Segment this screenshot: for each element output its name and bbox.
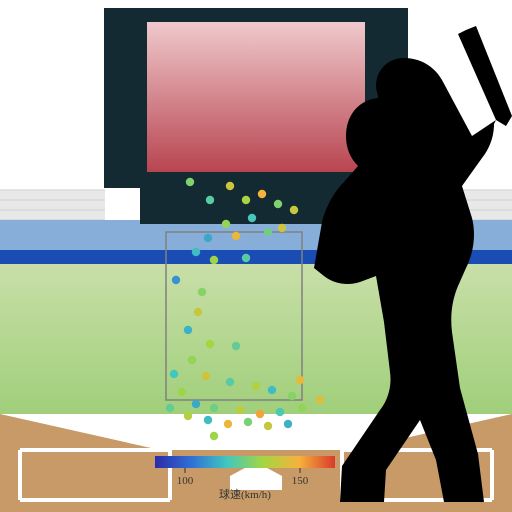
- pitch-marker: [298, 404, 306, 412]
- pitch-marker: [258, 190, 266, 198]
- pitch-marker: [198, 288, 206, 296]
- pitch-marker: [188, 356, 196, 364]
- pitch-marker: [296, 376, 304, 384]
- pitch-chart: 100 150 球速(km/h): [0, 0, 512, 512]
- pitch-marker: [274, 200, 282, 208]
- pitch-marker: [194, 308, 202, 316]
- pitch-marker: [226, 182, 234, 190]
- pitch-marker: [224, 420, 232, 428]
- pitch-marker: [210, 404, 218, 412]
- pitch-marker: [222, 220, 230, 228]
- pitch-marker: [166, 404, 174, 412]
- pitch-marker: [232, 232, 240, 240]
- pitch-marker: [264, 422, 272, 430]
- pitch-marker: [288, 392, 296, 400]
- pitch-marker: [170, 370, 178, 378]
- pitch-marker: [204, 234, 212, 242]
- pitch-marker: [206, 196, 214, 204]
- pitch-marker: [236, 406, 244, 414]
- pitch-marker: [248, 214, 256, 222]
- pitch-marker: [178, 388, 186, 396]
- pitch-marker: [204, 416, 212, 424]
- pitch-marker: [278, 224, 286, 232]
- pitch-marker: [290, 206, 298, 214]
- pitch-marker: [232, 342, 240, 350]
- pitch-marker: [252, 382, 260, 390]
- legend-tick: 150: [292, 475, 309, 487]
- pitch-marker: [192, 400, 200, 408]
- pitch-marker: [226, 378, 234, 386]
- pitch-marker: [202, 372, 210, 380]
- pitch-marker: [276, 408, 284, 416]
- pitch-marker: [210, 256, 218, 264]
- pitch-marker: [184, 412, 192, 420]
- pitch-marker: [242, 254, 250, 262]
- pitch-marker: [184, 326, 192, 334]
- legend-label: 球速(km/h): [219, 487, 271, 501]
- scoreboard-screen: [147, 22, 365, 172]
- pitch-marker: [264, 228, 272, 236]
- pitch-marker: [192, 248, 200, 256]
- pitch-marker: [268, 386, 276, 394]
- legend-tick: 100: [177, 475, 194, 487]
- pitch-marker: [316, 396, 324, 404]
- pitch-marker: [172, 276, 180, 284]
- pitch-marker: [284, 420, 292, 428]
- pitch-marker: [206, 340, 214, 348]
- pitch-marker: [256, 410, 264, 418]
- legend-bar: [155, 456, 335, 468]
- pitch-marker: [242, 196, 250, 204]
- pitch-marker: [244, 418, 252, 426]
- pitch-marker: [210, 432, 218, 440]
- pitch-marker: [186, 178, 194, 186]
